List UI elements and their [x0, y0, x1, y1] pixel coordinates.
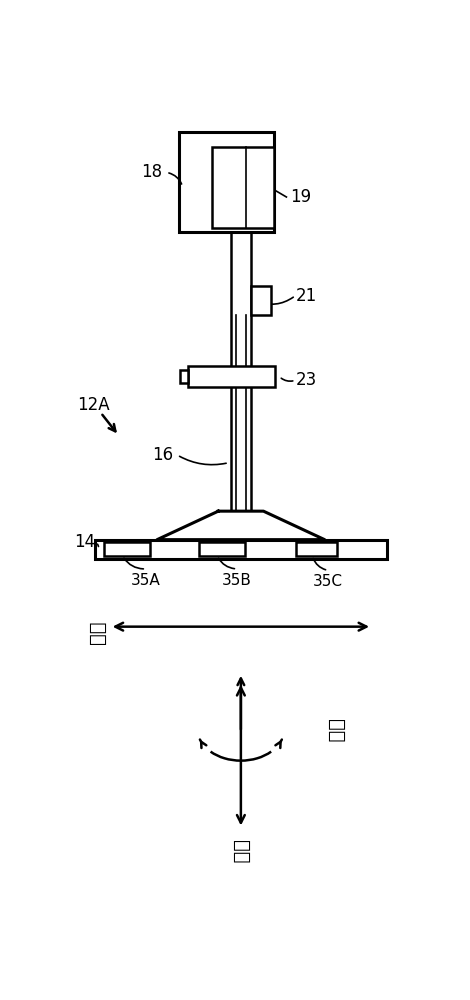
- Bar: [104, 542, 150, 556]
- Text: 35A: 35A: [131, 573, 161, 588]
- Text: 18: 18: [141, 163, 162, 181]
- Bar: [296, 542, 337, 556]
- Bar: [95, 540, 387, 559]
- Bar: [188, 366, 275, 387]
- Text: 35B: 35B: [222, 573, 252, 588]
- Bar: [199, 542, 244, 556]
- Text: 14: 14: [74, 533, 95, 551]
- Bar: [251, 286, 271, 315]
- Polygon shape: [157, 511, 325, 540]
- Bar: [212, 147, 274, 228]
- Text: 21: 21: [296, 287, 317, 305]
- Text: 扭转: 扭转: [326, 719, 345, 742]
- Text: 16: 16: [152, 446, 173, 464]
- Text: 19: 19: [290, 188, 312, 206]
- Text: 35C: 35C: [313, 574, 343, 589]
- Text: 轴回: 轴回: [231, 840, 251, 863]
- Bar: [180, 370, 188, 383]
- Text: 23: 23: [296, 371, 317, 389]
- Text: 径置: 径置: [87, 620, 107, 644]
- Text: 12A: 12A: [77, 396, 110, 414]
- Bar: [179, 132, 274, 232]
